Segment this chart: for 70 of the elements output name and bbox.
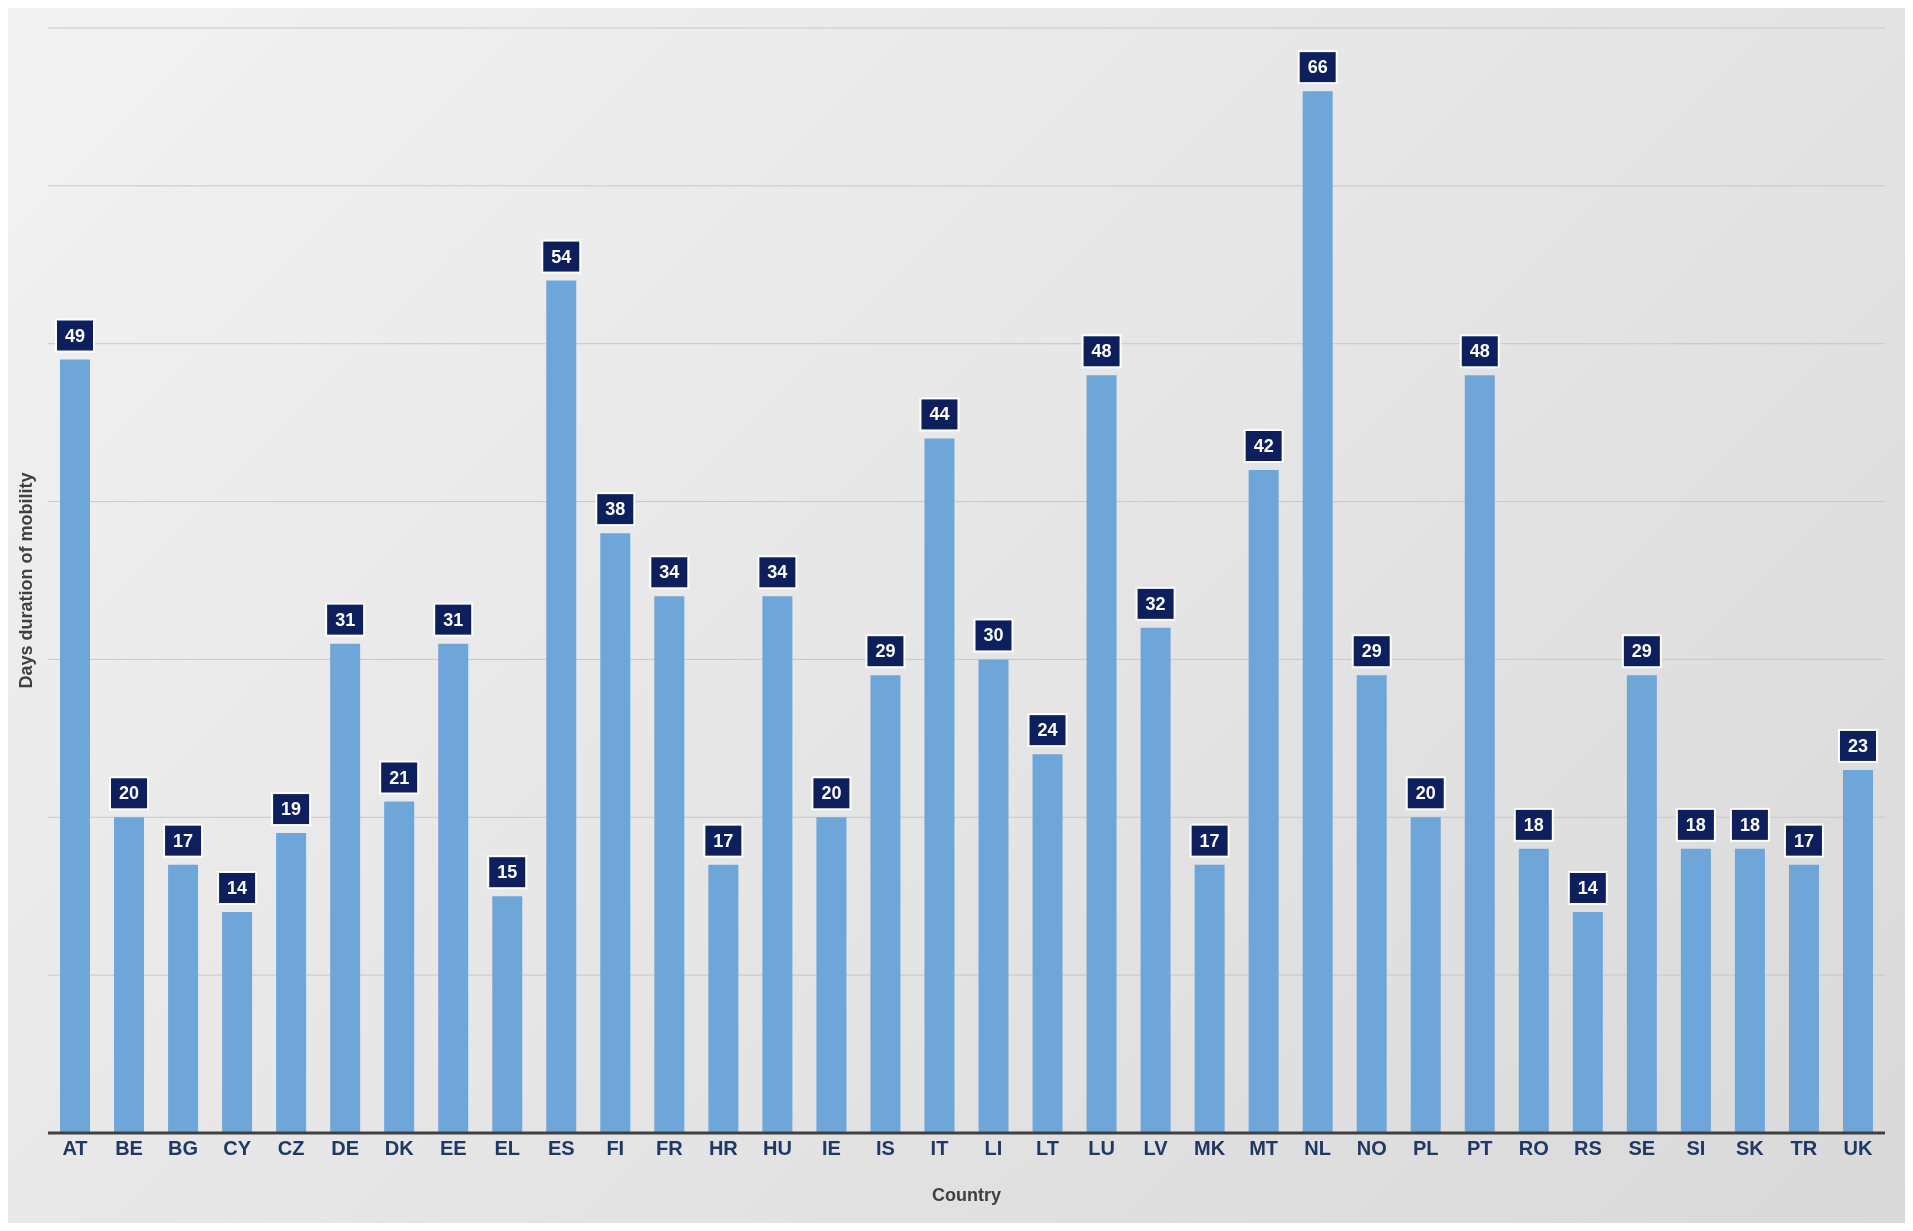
data-label: 14 — [227, 878, 248, 898]
data-label: 29 — [1631, 641, 1652, 662]
x-tick-label: MK — [1194, 1137, 1226, 1160]
x-tick-label: CZ — [277, 1137, 305, 1160]
data-label: 31 — [335, 609, 356, 630]
x-tick-label: PL — [1412, 1137, 1439, 1160]
x-tick-label: IT — [930, 1137, 949, 1160]
data-label: 17 — [713, 830, 734, 851]
x-tick-label: BG — [168, 1137, 199, 1160]
x-tick-label: NO — [1356, 1137, 1387, 1160]
x-tick-label: LT — [1036, 1137, 1060, 1160]
data-label: 17 — [1793, 830, 1814, 851]
data-label: 66 — [1307, 57, 1328, 78]
x-tick-label: HR — [708, 1137, 739, 1160]
data-label: 31 — [443, 609, 464, 630]
data-label: 20 — [1415, 783, 1436, 804]
x-tick-label: AT — [62, 1137, 88, 1160]
x-tick-label: MT — [1249, 1137, 1279, 1160]
data-label: 17 — [173, 830, 194, 851]
data-label: 54 — [551, 246, 572, 267]
x-tick-label: FI — [606, 1137, 625, 1160]
data-label: 14 — [1577, 878, 1598, 898]
x-tick-label: RO — [1518, 1137, 1549, 1160]
x-tick-label: UK — [1843, 1137, 1873, 1160]
x-tick-label: LV — [1143, 1137, 1169, 1160]
x-tick-label: IS — [876, 1137, 895, 1160]
data-label: 29 — [875, 641, 896, 662]
x-tick-label: LI — [984, 1137, 1003, 1160]
x-tick-label: DK — [384, 1137, 415, 1160]
x-tick-label: ES — [547, 1137, 575, 1160]
x-tick-label: CY — [223, 1137, 252, 1160]
data-label: 30 — [983, 625, 1004, 646]
data-label: 34 — [659, 562, 680, 583]
data-label: 20 — [119, 783, 140, 804]
data-label: 21 — [389, 767, 410, 788]
data-label: 18 — [1685, 814, 1706, 835]
x-tick-label: DE — [331, 1137, 360, 1160]
x-tick-label: LU — [1088, 1137, 1115, 1160]
x-tick-label: EE — [439, 1137, 467, 1160]
data-label: 17 — [1199, 830, 1220, 851]
x-tick-label: PT — [1467, 1137, 1493, 1160]
data-label: 32 — [1145, 593, 1166, 614]
data-label: 24 — [1037, 720, 1058, 741]
data-label: 49 — [64, 325, 86, 346]
x-tick-label: SE — [1628, 1137, 1656, 1160]
data-label: 15 — [497, 862, 518, 883]
x-tick-label: FR — [656, 1137, 684, 1160]
x-tick-label: RS — [1573, 1137, 1602, 1160]
x-axis-title: Country — [932, 1185, 1001, 1205]
data-label: 48 — [1091, 341, 1112, 362]
data-label: 20 — [821, 783, 842, 804]
x-tick-label: SI — [1686, 1137, 1706, 1160]
x-tick-label: TR — [1790, 1137, 1818, 1160]
data-label: 38 — [605, 499, 626, 520]
data-label: 44 — [929, 404, 950, 425]
y-axis-title: Days duration of mobility — [16, 472, 37, 689]
data-label: 34 — [767, 562, 788, 583]
data-label: 19 — [281, 799, 302, 820]
data-label: 42 — [1253, 436, 1274, 456]
data-label: 18 — [1523, 814, 1544, 835]
x-tick-label: SK — [1736, 1137, 1765, 1160]
x-tick-label: BE — [115, 1137, 143, 1160]
x-tick-label: HU — [762, 1137, 792, 1160]
x-tick-label: IE — [821, 1137, 841, 1160]
data-label: 29 — [1361, 641, 1382, 662]
x-tick-label: EL — [494, 1137, 521, 1160]
x-tick-label: NL — [1304, 1137, 1332, 1160]
data-label: 18 — [1739, 814, 1760, 835]
data-label: 48 — [1469, 341, 1490, 362]
data-label: 23 — [1847, 735, 1868, 756]
